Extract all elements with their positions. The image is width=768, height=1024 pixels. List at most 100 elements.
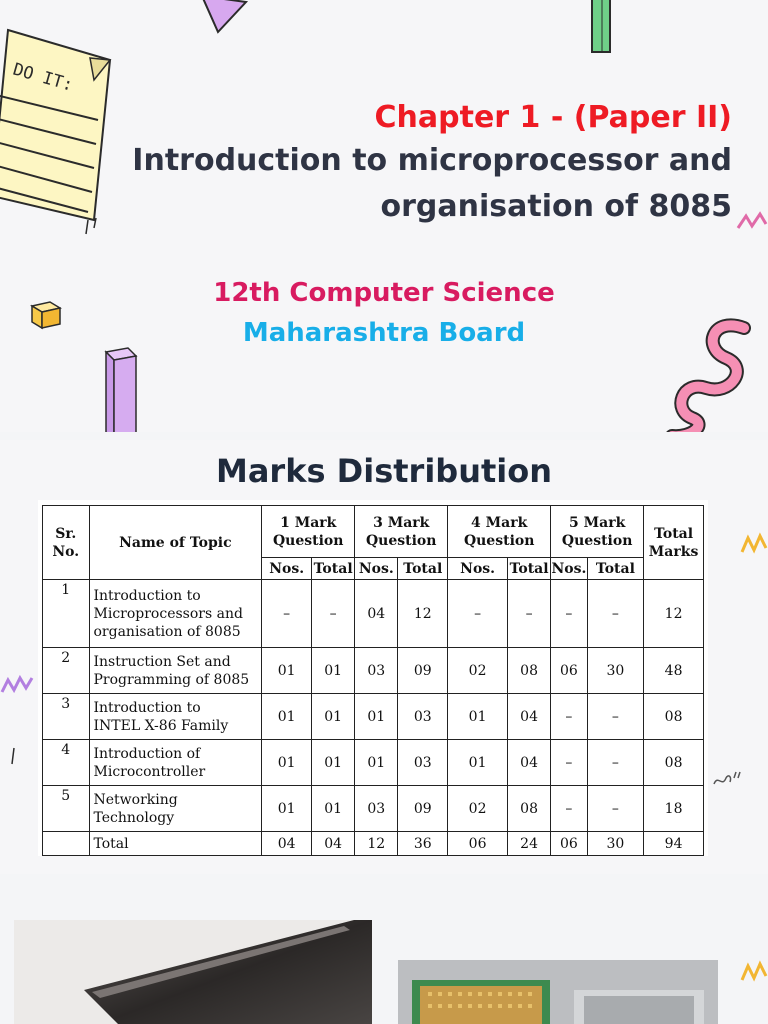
header-nos: Nos.: [447, 557, 508, 580]
doodle-icon: [713, 771, 741, 785]
total-row: Total 04 04 12 36 06 24 06 30 94: [42, 831, 704, 856]
chapter-title: Chapter 1 - (Paper II): [374, 100, 732, 135]
table-cell: 01: [354, 693, 399, 740]
header-5-mark: 5 Mark Question: [550, 505, 645, 558]
cube-icon: [30, 301, 62, 330]
table-row: 3 Introduction to INTEL X-86 Family 01 01 01 0…: [42, 693, 704, 740]
topic-line: Networking: [93, 791, 178, 808]
table-cell: 08: [506, 647, 552, 694]
prism-icon: [104, 347, 138, 432]
table-cell: 02: [447, 785, 508, 832]
header-topic: Name of Topic: [88, 505, 263, 580]
table-cell: –: [311, 579, 356, 648]
row-topic: Instruction Set and Programming of 8085: [88, 647, 263, 694]
header-total: Total: [397, 557, 449, 580]
topic-line: Introduction of: [93, 745, 201, 762]
sticky-note-icon: DO IT:: [0, 28, 112, 222]
table-cell: 03: [354, 647, 399, 694]
table-cell: 48: [643, 647, 704, 694]
total-cell: 94: [643, 831, 704, 856]
marks-table-frame: Sr. No. Name of Topic 1 Mark Question 3 …: [38, 500, 708, 856]
topic-line: Introduction to: [93, 587, 201, 604]
zigzag-icon: [0, 674, 34, 694]
table-cell: 18: [643, 785, 704, 832]
total-cell: 12: [354, 831, 399, 856]
total-cell: 04: [311, 831, 356, 856]
topic-line: Technology: [93, 809, 175, 826]
processor-photo: [14, 920, 372, 1024]
table-cell: 03: [397, 693, 449, 740]
table-cell: –: [586, 739, 645, 786]
header-nos: Nos.: [550, 557, 588, 580]
row-sr-no: 2: [42, 647, 90, 694]
table-cell: –: [586, 693, 645, 740]
topic-title-line1: Introduction to microprocessor and: [132, 143, 732, 178]
squiggle-icon: [666, 318, 751, 432]
row-sr-no: 1: [42, 579, 90, 648]
table-cell: –: [261, 579, 313, 648]
topic-line: INTEL X-86 Family: [93, 717, 229, 734]
table-cell: 01: [447, 693, 508, 740]
topic-line: Microcontroller: [93, 763, 206, 780]
table-cell: 30: [586, 647, 645, 694]
table-cell: 01: [311, 647, 356, 694]
header-1-mark: 1 Mark Question: [261, 505, 356, 558]
header-total-marks: Total Marks: [643, 505, 704, 580]
marks-heading: Marks Distribution: [215, 452, 553, 490]
table-cell: 01: [447, 739, 508, 786]
row-topic: Introduction to INTEL X-86 Family: [88, 693, 263, 740]
board-subtitle: Maharashtra Board: [242, 318, 526, 348]
row-topic: Introduction of Microcontroller: [88, 739, 263, 786]
table-cell: 01: [311, 785, 356, 832]
cpu-pins-photo: [398, 960, 718, 1024]
table-cell: 08: [506, 785, 552, 832]
header-nos: Nos.: [354, 557, 399, 580]
table-cell: 09: [397, 647, 449, 694]
topic-title-line2: organisation of 8085: [380, 189, 732, 224]
table-cell: –: [586, 785, 645, 832]
table-cell: –: [550, 739, 588, 786]
zigzag-icon: [740, 532, 768, 554]
header-total: Total: [506, 557, 552, 580]
table-cell: –: [586, 579, 645, 648]
table-cell: 04: [506, 693, 552, 740]
header-3-mark: 3 Mark Question: [354, 505, 449, 558]
table-cell: 01: [261, 647, 313, 694]
zigzag-icon: [736, 211, 768, 229]
table-cell: 12: [643, 579, 704, 648]
table-cell: –: [447, 579, 508, 648]
table-row: 5 Networking Technology 01 01 03 09 02 08– –18: [42, 785, 704, 832]
table-cell: 01: [311, 739, 356, 786]
subject-subtitle: 12th Computer Science: [213, 278, 555, 308]
title-block: Chapter 1 - (Paper II) Introduction to m…: [72, 98, 732, 230]
total-cell: 06: [550, 831, 588, 856]
table-cell: –: [550, 785, 588, 832]
header-nos: Nos.: [261, 557, 313, 580]
row-topic: Networking Technology: [88, 785, 263, 832]
total-cell: 24: [506, 831, 552, 856]
zigzag-icon: [740, 960, 768, 982]
table-cell: 06: [550, 647, 588, 694]
row-sr-no: 5: [42, 785, 90, 832]
table-cell: 09: [397, 785, 449, 832]
table-cell: 08: [643, 739, 704, 786]
table-cell: 01: [261, 693, 313, 740]
total-cell: 06: [447, 831, 508, 856]
table-row: 2 Instruction Set and Programming of 8085 0…: [42, 647, 704, 694]
table-row: 4 Introduction of Microcontroller 01 01 01 03 0…: [42, 739, 704, 786]
marks-slide: Marks Distribution Sr. No.: [0, 440, 768, 874]
marks-table-body: 1 Introduction to Microprocessors and organ…: [42, 579, 704, 856]
photo-slide: [0, 884, 768, 1024]
table-cell: 03: [397, 739, 449, 786]
table-cell: 08: [643, 693, 704, 740]
table-cell: 01: [261, 785, 313, 832]
tick-marks-icon: [85, 217, 97, 235]
table-cell: 01: [354, 739, 399, 786]
topic-line: Programming of 8085: [93, 671, 250, 688]
header-sr-no: Sr. No.: [42, 505, 90, 580]
total-cell: 04: [261, 831, 313, 856]
header-total: Total: [586, 557, 645, 580]
total-row-sr-empty: [42, 831, 90, 856]
total-label: Total: [88, 831, 263, 856]
table-cell: 01: [261, 739, 313, 786]
